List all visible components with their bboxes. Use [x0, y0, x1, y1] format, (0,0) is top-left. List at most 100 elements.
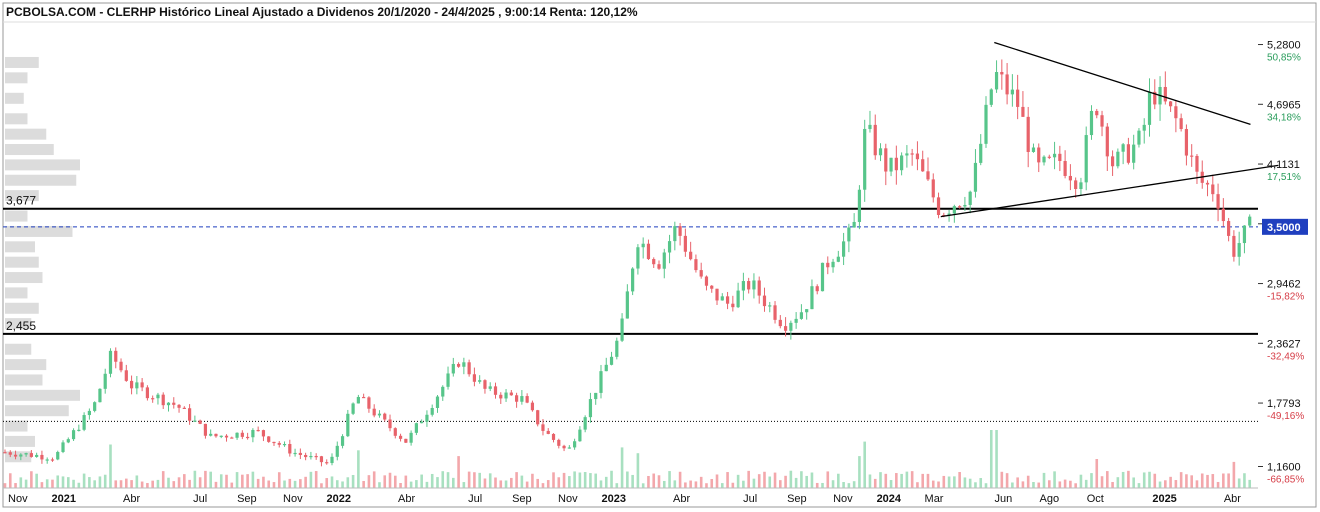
- candle-body: [441, 386, 445, 397]
- candle-body: [19, 454, 23, 457]
- volume-bar: [916, 482, 919, 488]
- candle-body: [530, 402, 535, 411]
- candle-body: [277, 442, 281, 445]
- volume-bar: [705, 483, 708, 488]
- candle-body: [1142, 124, 1146, 131]
- volume-bar: [1063, 479, 1067, 488]
- candle-body: [1026, 116, 1030, 152]
- volume-bar: [8, 473, 12, 488]
- candle-body: [689, 251, 693, 260]
- candle-body: [857, 189, 862, 222]
- volume-bar: [947, 476, 951, 488]
- volume-bar: [1190, 475, 1193, 488]
- candle-body: [135, 382, 139, 389]
- volume-bar: [1227, 473, 1230, 488]
- volume-bar: [810, 472, 814, 488]
- candle-body: [172, 402, 176, 405]
- candle-body: [404, 438, 408, 443]
- volume-bar: [958, 472, 961, 488]
- candle-body: [467, 362, 471, 375]
- volume-bar: [768, 476, 772, 488]
- candle-body: [140, 382, 144, 388]
- candle-body: [335, 445, 339, 457]
- volume-bar: [895, 473, 898, 488]
- candle-body: [451, 363, 455, 374]
- time-tick-label: Nov: [8, 493, 28, 505]
- candle-body: [29, 453, 33, 457]
- time-tick-label: Jul: [468, 493, 482, 505]
- candle-body: [409, 432, 413, 443]
- time-tick-label: Ago: [1040, 493, 1060, 505]
- volume-bar: [1021, 481, 1025, 488]
- candle-body: [1016, 89, 1020, 107]
- time-tick-label: Jun: [994, 493, 1012, 505]
- candle-body: [984, 104, 988, 144]
- time-tick-label: Abr: [123, 493, 140, 505]
- candle-body: [314, 455, 318, 458]
- candle-body: [393, 428, 397, 436]
- volume-bar: [752, 478, 756, 488]
- candle-body: [1110, 156, 1115, 167]
- volume-bar: [309, 471, 313, 488]
- volume-bar: [1095, 459, 1099, 488]
- volume-bar: [620, 447, 624, 488]
- volume-bar: [889, 480, 893, 488]
- volume-bar: [1074, 483, 1077, 488]
- candle-body: [356, 396, 360, 404]
- candle-body: [346, 413, 350, 437]
- volume-bar: [583, 472, 587, 488]
- candle-body: [963, 204, 967, 207]
- volume-bar: [757, 474, 761, 488]
- volume-bar: [140, 481, 144, 488]
- candle-body: [446, 373, 450, 387]
- candle-body: [298, 452, 302, 455]
- volume-bar: [441, 471, 445, 488]
- time-tick-label: Jul: [743, 493, 757, 505]
- candle-body: [372, 408, 376, 416]
- volume-bar: [562, 472, 566, 488]
- candle-body: [1221, 208, 1225, 222]
- volume-bar: [330, 476, 334, 488]
- candle-body: [456, 363, 461, 367]
- candle-body: [1195, 155, 1199, 172]
- volume-profile-bar: [5, 56, 39, 68]
- volume-bar: [842, 482, 845, 488]
- candle-body: [251, 429, 255, 438]
- volume-bar: [457, 456, 460, 488]
- volume-profile-bar: [5, 72, 28, 84]
- time-tick-label: Abr: [398, 493, 415, 505]
- candle-body: [288, 443, 292, 454]
- volume-bar: [198, 477, 202, 488]
- candle-body: [1174, 106, 1178, 119]
- volume-bar: [726, 472, 729, 488]
- candle-body: [931, 179, 935, 198]
- volume-profile-bar: [5, 343, 32, 355]
- candle-body: [578, 429, 582, 442]
- candle-body: [773, 305, 777, 320]
- candle-body: [282, 443, 287, 446]
- candle-body: [1074, 180, 1078, 189]
- candle-body: [678, 226, 682, 236]
- volume-bar: [51, 479, 54, 488]
- candle-body: [367, 397, 371, 409]
- candle-body: [209, 433, 213, 436]
- percent-tick-label: -32,49%: [1267, 351, 1304, 362]
- volume-bar: [61, 476, 65, 488]
- candle-body: [177, 404, 181, 408]
- candle-body: [98, 388, 102, 403]
- candle-body: [362, 396, 366, 399]
- candle-body: [87, 410, 91, 416]
- volume-profile-bar: [5, 241, 35, 253]
- volume-bar: [24, 479, 28, 488]
- volume-bar: [114, 480, 118, 488]
- volume-bar: [531, 473, 534, 488]
- volume-bar: [863, 441, 866, 488]
- volume-bar: [1243, 473, 1246, 488]
- volume-profile-bar: [5, 389, 80, 401]
- volume-bar: [1053, 471, 1056, 488]
- volume-bar: [172, 481, 176, 488]
- volume-profile-bar: [5, 420, 28, 432]
- volume-profile-bar: [5, 144, 54, 156]
- volume-bar: [631, 474, 634, 488]
- candle-body: [520, 396, 524, 402]
